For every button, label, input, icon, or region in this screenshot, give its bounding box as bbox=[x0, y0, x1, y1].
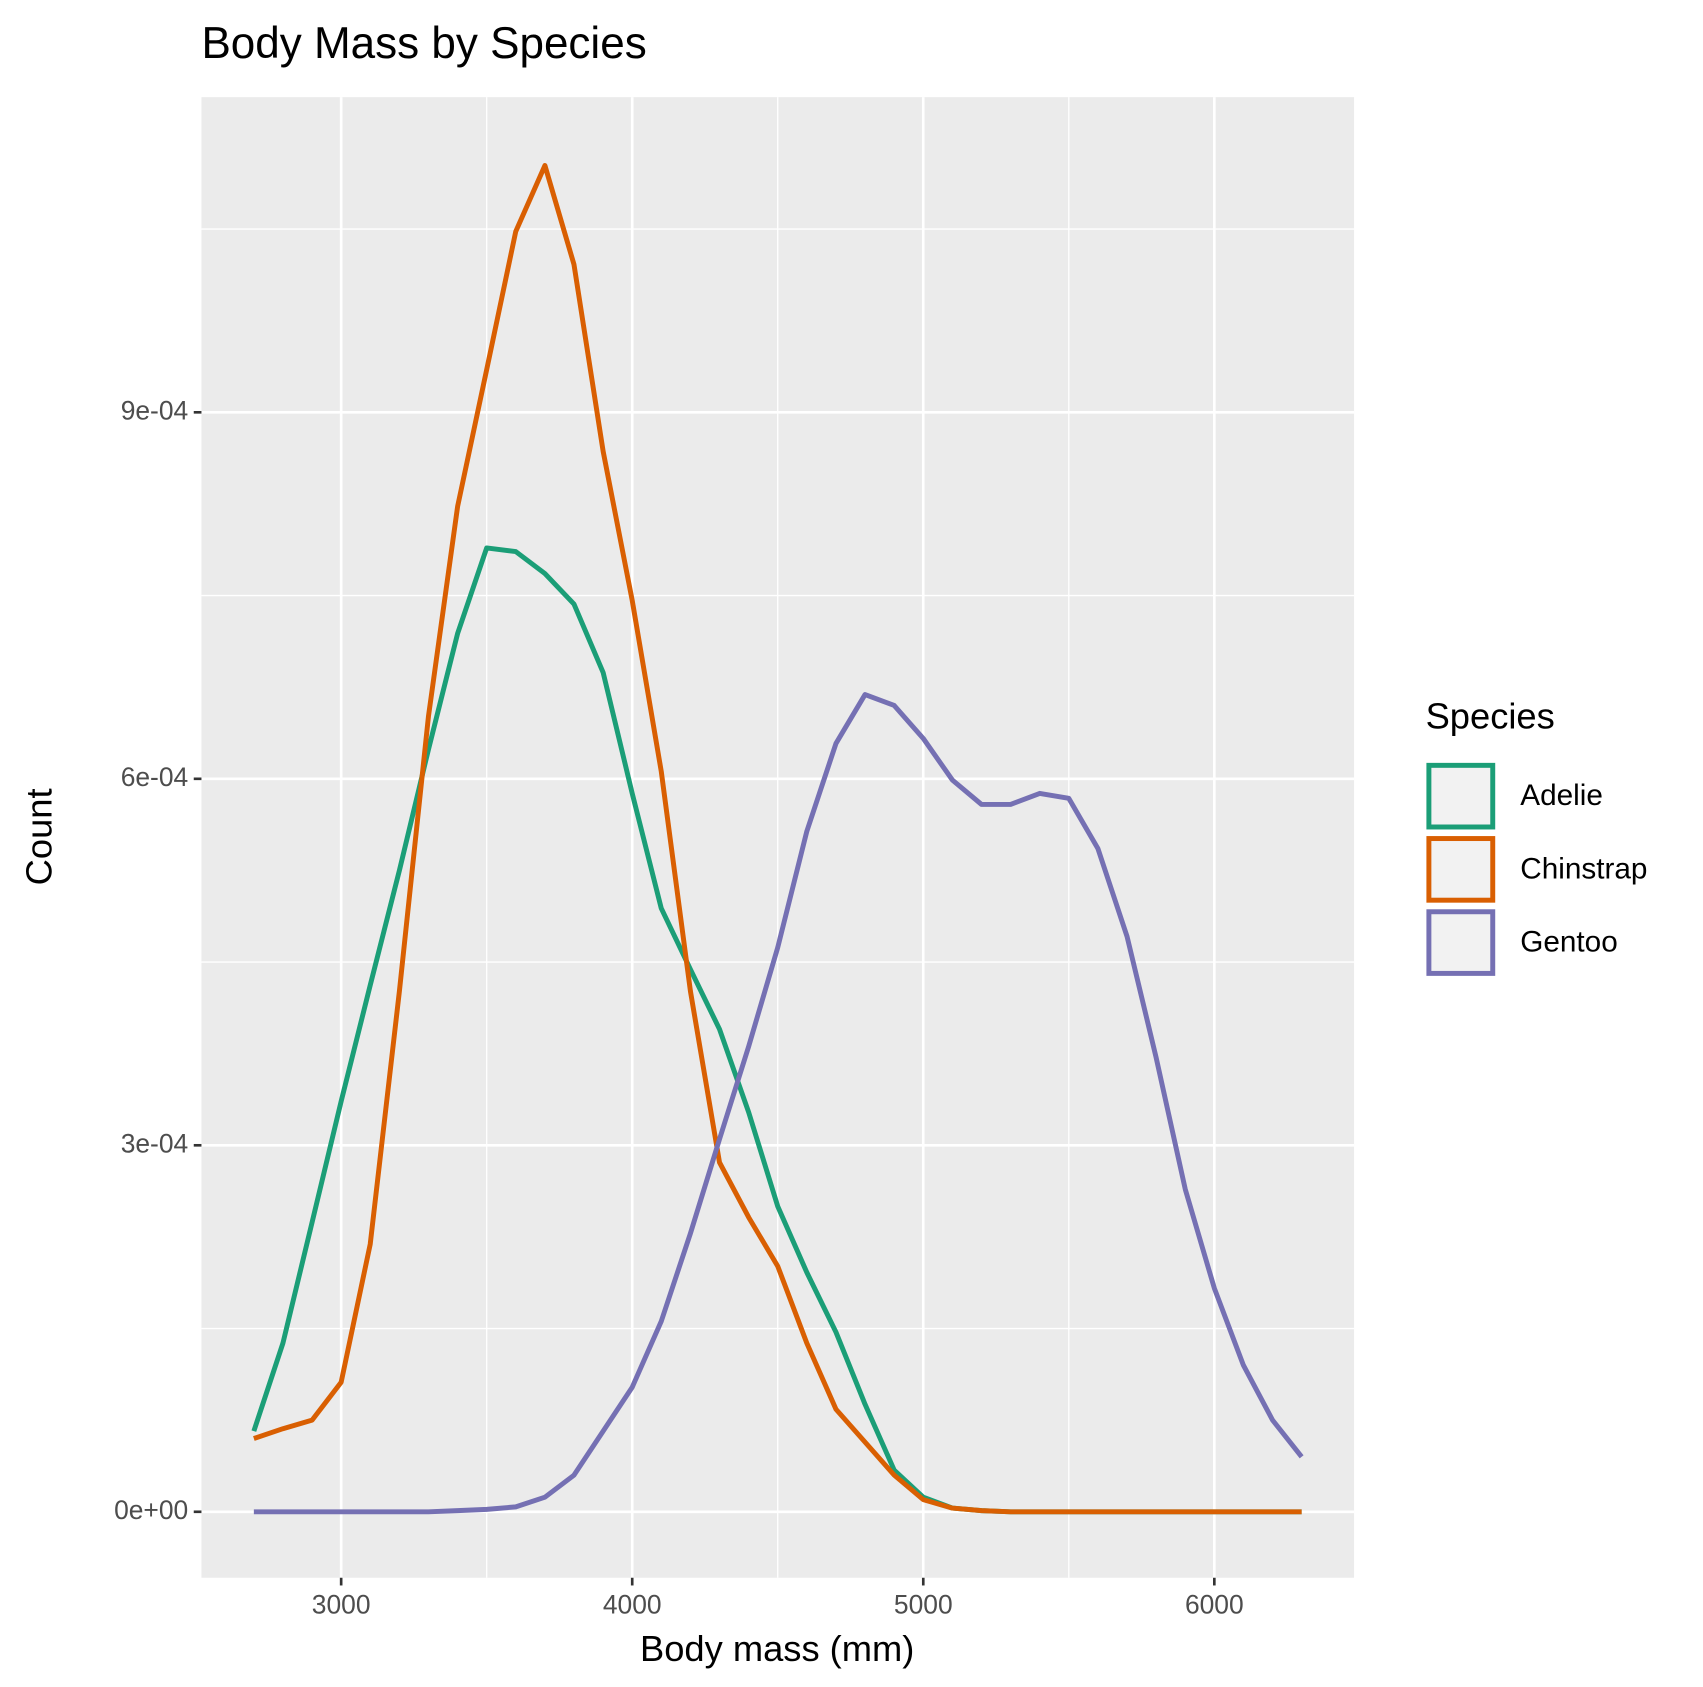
y-axis-title: Count bbox=[18, 788, 59, 885]
y-tick-label: 9e-04 bbox=[121, 395, 189, 425]
y-tick-label: 0e+00 bbox=[114, 1495, 188, 1525]
x-tick-label: 6000 bbox=[1185, 1589, 1244, 1619]
x-axis-title: Body mass (mm) bbox=[640, 1628, 914, 1669]
legend-label: Chinstrap bbox=[1520, 852, 1647, 885]
legend-label: Gentoo bbox=[1520, 926, 1618, 959]
y-tick-label: 3e-04 bbox=[121, 1128, 189, 1158]
legend-key bbox=[1426, 909, 1496, 976]
x-tick-label: 3000 bbox=[312, 1589, 371, 1619]
legend-key bbox=[1426, 836, 1496, 903]
chart-title: Body Mass by Species bbox=[201, 19, 646, 68]
legend-label: Adelie bbox=[1520, 779, 1603, 812]
x-tick-label: 4000 bbox=[603, 1589, 662, 1619]
density-line bbox=[253, 692, 1304, 1515]
x-tick-label: 5000 bbox=[894, 1589, 953, 1619]
legend-key bbox=[1426, 762, 1496, 830]
legend-title: Species bbox=[1426, 696, 1555, 737]
y-tick-label: 6e-04 bbox=[121, 762, 189, 792]
density-line bbox=[253, 163, 1302, 1515]
